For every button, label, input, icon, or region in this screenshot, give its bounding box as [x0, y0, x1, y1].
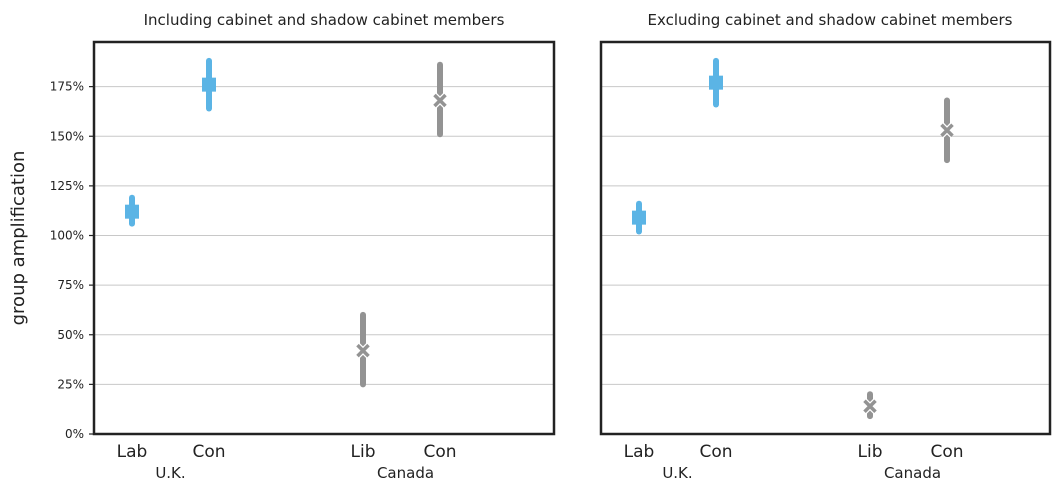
y-tick-label: 75%	[57, 278, 84, 292]
x-tick-label: Con	[423, 442, 456, 462]
data-point	[435, 95, 446, 106]
group-label: Canada	[377, 464, 434, 482]
data-point	[709, 76, 723, 90]
x-tick-label: Lab	[624, 442, 655, 462]
panel-title: Including cabinet and shadow cabinet mem…	[144, 11, 505, 29]
y-tick-label: 125%	[50, 179, 84, 193]
panel-2: Excluding cabinet and shadow cabinet mem…	[601, 11, 1050, 482]
data-point	[632, 211, 646, 225]
data-point	[865, 401, 876, 412]
y-tick-label: 0%	[65, 427, 84, 441]
group-label: U.K.	[662, 464, 692, 482]
x-tick-label: Lib	[858, 442, 883, 462]
x-tick-label: Con	[699, 442, 732, 462]
data-point	[202, 78, 216, 92]
y-tick-label: 100%	[50, 229, 84, 243]
group-label: Canada	[884, 464, 941, 482]
y-tick-label: 150%	[50, 129, 84, 143]
data-point	[942, 125, 953, 136]
plot-frame	[94, 42, 554, 434]
x-tick-label: Con	[192, 442, 225, 462]
plot-frame	[601, 42, 1050, 434]
group-label: U.K.	[155, 464, 185, 482]
x-tick-label: Lib	[351, 442, 376, 462]
panel-1: Including cabinet and shadow cabinet mem…	[50, 11, 554, 482]
data-point	[358, 345, 369, 356]
panel-title: Excluding cabinet and shadow cabinet mem…	[648, 11, 1013, 29]
data-point	[125, 205, 139, 219]
x-tick-label: Lab	[117, 442, 148, 462]
y-tick-label: 175%	[50, 80, 84, 94]
y-axis-label: group amplification	[8, 151, 29, 326]
y-tick-label: 25%	[57, 377, 84, 391]
y-tick-label: 50%	[57, 328, 84, 342]
x-tick-label: Con	[930, 442, 963, 462]
